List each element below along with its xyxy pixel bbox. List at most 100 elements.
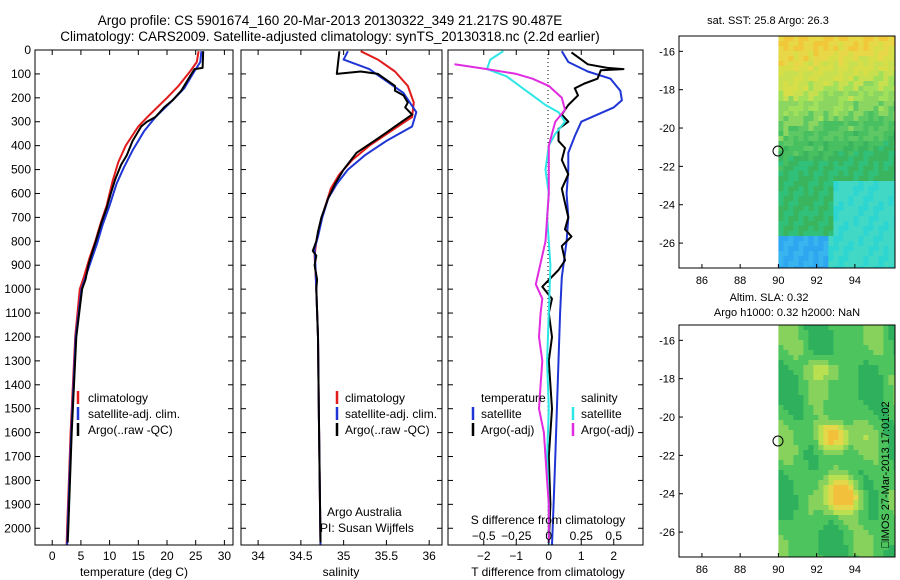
map-cell <box>853 211 859 217</box>
map-cell <box>868 555 874 557</box>
map-cell <box>833 395 839 401</box>
map-cell <box>893 61 895 67</box>
map-cell <box>833 41 839 47</box>
map-cell <box>813 465 819 471</box>
map-cell <box>848 161 854 167</box>
sla-map-title-line-1: Altim. SLA: 0.32 <box>730 292 809 304</box>
map-cell <box>778 81 784 87</box>
map-cell <box>873 340 879 346</box>
map-cell <box>843 405 849 411</box>
map-cell <box>838 86 844 92</box>
map-cell <box>803 96 809 102</box>
map-cell <box>808 51 814 57</box>
map-cell <box>803 470 809 476</box>
map-cell <box>878 550 884 556</box>
map-cell <box>888 86 894 92</box>
map-cell <box>863 445 869 451</box>
map-cell <box>778 236 784 242</box>
map-cell <box>878 495 884 501</box>
map-cell <box>783 106 789 112</box>
map-cell <box>853 490 859 496</box>
map-cell <box>858 261 864 267</box>
map-cell <box>858 91 864 97</box>
map-cell <box>798 390 804 396</box>
map-cell <box>858 201 864 207</box>
map-cell <box>778 510 784 516</box>
map-cell <box>798 166 804 172</box>
map-cell <box>858 161 864 167</box>
map-cell <box>778 46 784 52</box>
map-cell <box>783 470 789 476</box>
map-cell <box>808 151 814 157</box>
map-cell <box>823 266 829 268</box>
map-cell <box>878 241 884 247</box>
map-cell <box>853 91 859 97</box>
map-cell <box>893 465 895 471</box>
map-cell <box>893 495 895 501</box>
map-cell <box>833 56 839 62</box>
map-cell <box>843 490 849 496</box>
map-cell <box>888 41 894 47</box>
map-cell <box>853 106 859 112</box>
map-cell <box>863 340 869 346</box>
map-cell <box>873 186 879 192</box>
map-cell <box>778 495 784 501</box>
map-cell <box>848 390 854 396</box>
map-cell <box>848 540 854 546</box>
map-cell <box>808 540 814 546</box>
map-cell <box>788 51 794 57</box>
map-cell <box>893 201 895 207</box>
x-tick-label: 35 <box>337 549 351 563</box>
map-cell <box>813 211 819 217</box>
map-cell <box>793 370 799 376</box>
map-cell <box>848 350 854 356</box>
map-cell <box>818 370 824 376</box>
map-cell <box>878 61 884 67</box>
map-cell <box>878 66 884 72</box>
map-cell <box>848 156 854 162</box>
map-cell <box>853 96 859 102</box>
map-cell <box>808 365 814 371</box>
map-cell <box>828 256 834 262</box>
map-cell <box>853 151 859 157</box>
map-cell <box>848 400 854 406</box>
map-cell <box>808 450 814 456</box>
map-cell <box>833 445 839 451</box>
map-cell <box>858 101 864 107</box>
map-cell <box>858 375 864 381</box>
map-cell <box>833 136 839 142</box>
map-cell <box>863 131 869 137</box>
map-cell <box>833 370 839 376</box>
map-cell <box>853 485 859 491</box>
map-cell <box>853 246 859 252</box>
y-tick-label: 1300 <box>4 354 31 368</box>
map-cell <box>888 51 894 57</box>
y-tick-label: -20 <box>659 123 675 135</box>
map-cell <box>788 445 794 451</box>
x-tick-label: 92 <box>811 564 823 576</box>
map-cell <box>838 515 844 521</box>
map-cell <box>798 535 804 541</box>
map-cell <box>803 515 809 521</box>
map-cell <box>828 535 834 541</box>
map-cell <box>823 81 829 87</box>
map-cell <box>843 216 849 222</box>
map-cell <box>778 455 784 461</box>
map-cell <box>813 500 819 506</box>
map-cell <box>893 166 895 172</box>
map-cell <box>873 226 879 232</box>
map-cell <box>798 475 804 481</box>
map-cell <box>823 405 829 411</box>
map-cell <box>888 196 894 202</box>
map-cell <box>778 136 784 142</box>
map-cell <box>878 151 884 157</box>
map-cell <box>783 460 789 466</box>
map-cell <box>818 470 824 476</box>
map-cell <box>818 335 824 341</box>
map-cell <box>858 81 864 87</box>
map-cell <box>833 510 839 516</box>
map-cell <box>868 435 874 441</box>
map-cell <box>803 71 809 77</box>
map-cell <box>838 370 844 376</box>
map-cell <box>843 136 849 142</box>
